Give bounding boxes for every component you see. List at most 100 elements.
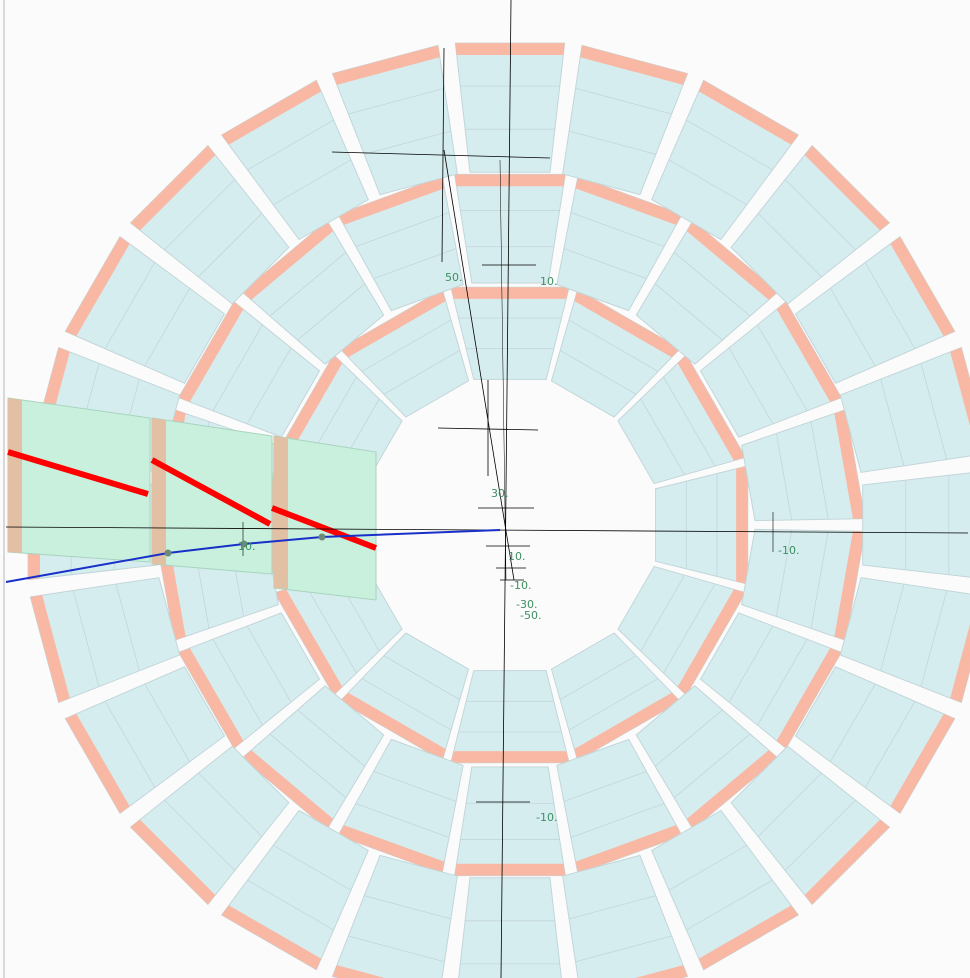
module-strip-divider	[104, 701, 156, 788]
module-strip-divider	[728, 347, 774, 425]
axis-labels: 50. 10. 30. 10. -10. -30. -50. -10. 10. …	[238, 271, 799, 824]
readout-edge-middle	[454, 863, 566, 876]
module-strip-divider	[568, 895, 656, 920]
module-strip-divider	[297, 709, 366, 767]
module-strip-divider	[383, 350, 461, 395]
module-strip-divider	[563, 248, 647, 279]
axis-label-y-neg10b: -10.	[536, 811, 557, 824]
hit-module-edge	[152, 418, 166, 565]
axis-label-y-10: 10.	[540, 275, 558, 288]
module-strip-divider	[568, 678, 659, 731]
module-strip-divider	[663, 376, 716, 467]
readout-edge-middle	[178, 648, 244, 749]
module-strip-divider	[246, 347, 292, 425]
readout-edge-middle	[242, 220, 334, 300]
readout-edge-middle	[338, 825, 445, 874]
axis-label-y-neg30: -30.	[516, 598, 537, 611]
readout-edge-middle	[454, 174, 566, 187]
module-strip-divider	[640, 398, 685, 476]
module-strip-divider	[348, 87, 445, 115]
reconstructed-track	[5, 529, 501, 583]
module-strip-divider	[355, 212, 450, 247]
sensor-module-outer	[839, 577, 970, 704]
readout-edge-middle	[776, 648, 842, 749]
readout-edge-inner	[339, 289, 446, 358]
module-strip-divider	[663, 583, 716, 674]
readout-edge-outer	[332, 45, 440, 85]
module-strip-divider	[668, 844, 747, 891]
sensor-module-outer	[331, 854, 458, 978]
module-strip-divider	[654, 283, 723, 341]
module-strip-divider	[304, 583, 357, 674]
readout-edge-middle	[338, 176, 445, 225]
module-strip-divider	[364, 895, 452, 920]
module-strip-divider	[212, 324, 263, 411]
module-strip-divider	[784, 179, 856, 251]
hit-stripe	[150, 457, 272, 527]
readout-edge-inner	[450, 751, 570, 763]
module-strip-divider	[373, 771, 457, 802]
module-strip-divider	[829, 683, 876, 762]
module-strip-divider	[247, 879, 334, 931]
hit-stripe	[270, 505, 378, 551]
axis-label-y-50: 50.	[445, 271, 463, 284]
readout-edge-inner	[274, 354, 343, 461]
readout-edge-outer	[890, 713, 955, 814]
module-strip-divider	[115, 583, 140, 671]
module-strip-divider	[164, 179, 236, 251]
hit-module	[7, 397, 151, 563]
module-strip-divider	[920, 590, 948, 687]
readout-edge-middle	[834, 531, 865, 641]
readout-edge-outer	[698, 905, 799, 970]
module-strip-divider	[568, 319, 659, 372]
readout-edge-middle	[575, 825, 682, 874]
module-strip-divider	[575, 87, 672, 115]
module-strip-divider	[559, 655, 637, 700]
axis-label-y-neg50: -50.	[520, 609, 541, 622]
module-strip-divider	[920, 363, 948, 460]
module-strip-divider	[810, 530, 829, 629]
module-strip-divider	[355, 803, 450, 838]
module-strip-divider	[247, 119, 334, 171]
track-hit-point	[318, 533, 326, 541]
readout-edge-outer	[635, 965, 688, 978]
module-strip-divider	[198, 213, 263, 278]
module-strip-divider	[757, 772, 822, 837]
readout-edge-middle	[242, 750, 334, 830]
axis-label-x-10: 10.	[238, 540, 256, 553]
module-strip-divider	[654, 709, 723, 767]
module-strip-divider	[570, 212, 665, 247]
sensor-module-middle	[454, 173, 566, 284]
module-strip-divider	[144, 683, 191, 762]
sensor-module-outer	[458, 877, 562, 978]
track-hit-point	[240, 540, 248, 548]
module-strip-divider	[640, 574, 685, 652]
module-strip-divider	[570, 803, 665, 838]
readout-edge-middle	[686, 220, 778, 300]
y-axis	[500, 0, 512, 978]
readout-edge-inner	[339, 692, 446, 761]
module-strip-divider	[198, 772, 263, 837]
module-strip-divider	[880, 583, 905, 671]
hit-module-edge	[8, 398, 22, 553]
readout-edge-outer	[455, 43, 565, 56]
hit-module	[273, 435, 377, 601]
module-strip-divider	[568, 130, 656, 155]
module-strip-divider	[673, 251, 751, 317]
module-strip-divider	[144, 288, 191, 367]
highlighted-modules	[7, 397, 378, 601]
module-strip-divider	[668, 159, 747, 206]
module-strip-divider	[269, 733, 347, 799]
module-strip-divider	[212, 639, 263, 726]
readout-edge-outer	[30, 595, 70, 703]
readout-edge-outer	[221, 80, 322, 145]
readout-edge-outer	[698, 80, 799, 145]
axis-label-y-10b: 10.	[508, 550, 526, 563]
readout-edge-outer	[65, 713, 130, 814]
sensor-module-outer	[862, 472, 970, 578]
module-strip-divider	[864, 262, 916, 349]
tick	[437, 427, 539, 431]
module-strip-divider	[348, 935, 445, 963]
module-strip-divider	[273, 844, 352, 891]
